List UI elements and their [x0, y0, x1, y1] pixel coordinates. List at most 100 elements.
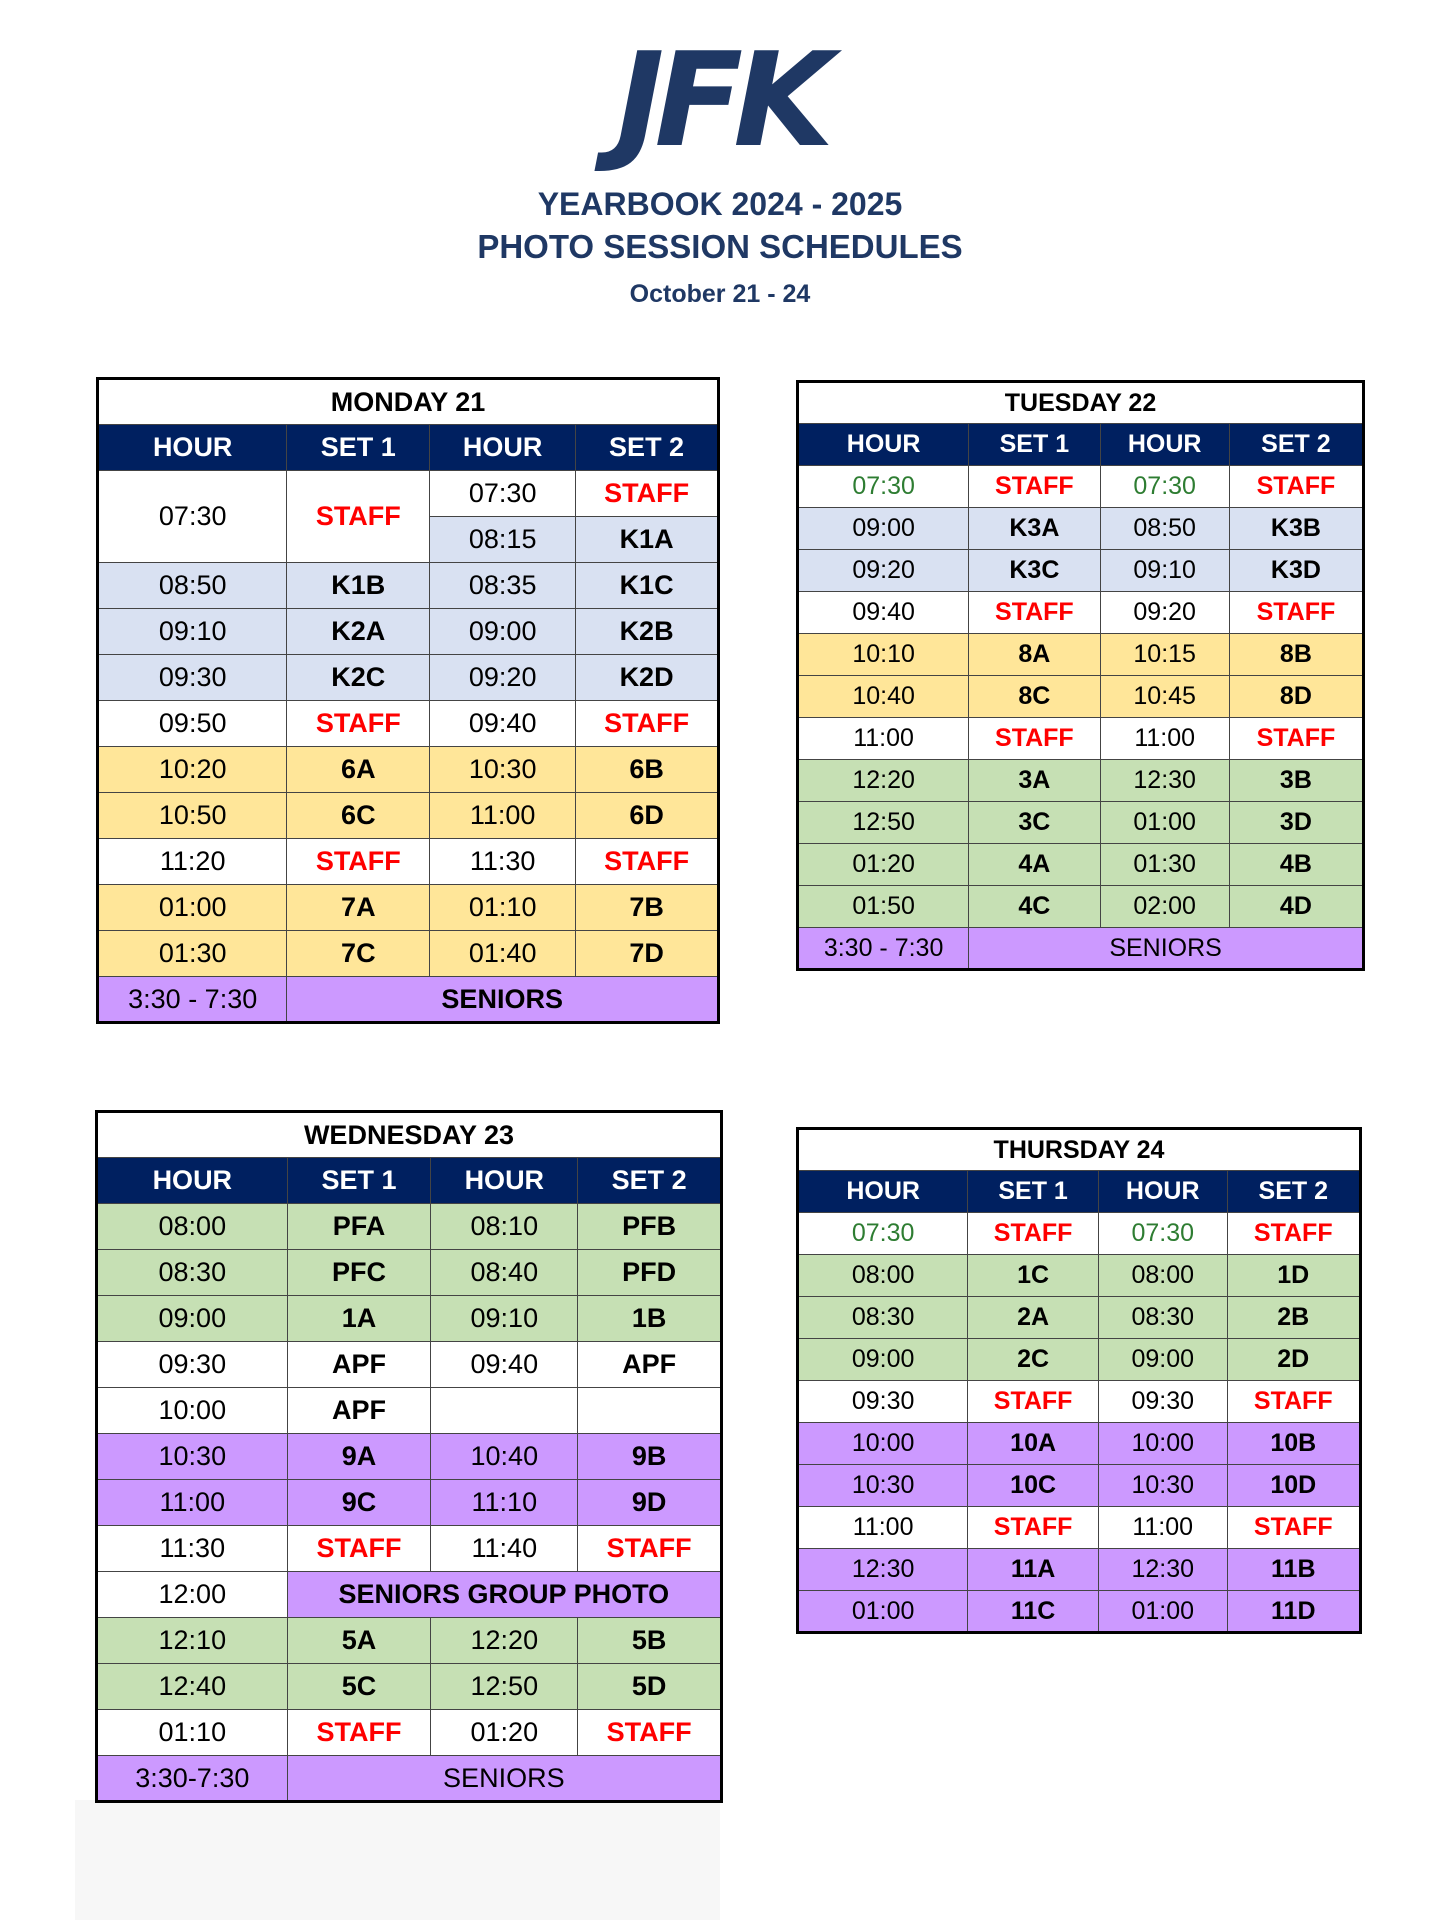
cell: 2C: [967, 1338, 1099, 1381]
cell: 3B: [1228, 759, 1365, 802]
cell: 4C: [968, 885, 1101, 928]
cell: 11:00: [1097, 1506, 1228, 1549]
row: 07:30 STAFF 07:30 STAFF: [796, 465, 1365, 508]
cell: 01:20: [796, 843, 970, 886]
cell: K2C: [286, 654, 431, 701]
cell: 11:00: [796, 1506, 969, 1549]
cell: APF: [286, 1341, 432, 1388]
cell: 2B: [1226, 1296, 1362, 1339]
row: 09:10 K2A 09:00 K2B: [96, 608, 719, 655]
cell: STAFF: [967, 1212, 1099, 1255]
column-header: HOUR: [429, 424, 577, 471]
cell: 10:30: [1097, 1464, 1228, 1507]
cell: 1B: [577, 1295, 722, 1342]
column-header: HOUR: [796, 1170, 969, 1213]
cell: 11:00: [796, 717, 970, 760]
cell: 09:20: [1099, 591, 1230, 634]
header-row: HOUR SET 1 HOUR SET 2: [96, 424, 719, 471]
column-header: SET 1: [286, 1157, 432, 1204]
row: 09:30 STAFF 09:30 STAFF: [796, 1380, 1362, 1423]
cell: STAFF: [968, 717, 1101, 760]
row: 10:40 8C 10:45 8D: [796, 675, 1365, 718]
cell: 10B: [1226, 1422, 1362, 1465]
cell: 08:00: [796, 1254, 969, 1297]
row: 10:20 6A 10:30 6B: [96, 746, 719, 793]
row: 08:00 PFA 08:10 PFB: [96, 1203, 722, 1250]
cell: STAFF: [967, 1380, 1099, 1423]
cell: 6A: [286, 746, 431, 793]
cell: PFB: [577, 1203, 722, 1250]
cell: 07:30: [796, 1212, 969, 1255]
cell: 08:50: [1099, 507, 1230, 550]
cell: APF: [286, 1387, 432, 1434]
cell: 10:10: [796, 633, 970, 676]
cell: 01:40: [429, 930, 577, 977]
cell: 07:30: [1097, 1212, 1228, 1255]
cell: 08:30: [1097, 1296, 1228, 1339]
cell: 09:20: [429, 654, 577, 701]
cell: 11:00: [429, 792, 577, 839]
cell: 08:40: [430, 1249, 579, 1296]
column-header: SET 2: [575, 424, 719, 471]
cell: STAFF: [1228, 717, 1365, 760]
cell: 12:30: [1099, 759, 1230, 802]
cell: STAFF: [286, 1709, 432, 1756]
cell: 10A: [967, 1422, 1099, 1465]
cell: 09:40: [430, 1341, 579, 1388]
schedule-table: WEDNESDAY 23 HOUR SET 1 HOUR SET 2 08:00 PFA 08…: [95, 1110, 723, 1803]
cell: 09:30: [96, 1341, 288, 1388]
cell: K3C: [968, 549, 1101, 592]
cell: STAFF: [1228, 465, 1365, 508]
cell: 09:30: [1097, 1380, 1228, 1423]
cell: 12:50: [796, 801, 970, 844]
column-header: SET 2: [1228, 423, 1365, 466]
row: 10:30 9A 10:40 9B: [96, 1433, 722, 1480]
row: 11:00 STAFF 11:00 STAFF: [796, 1506, 1362, 1549]
cell: 11C: [967, 1590, 1099, 1633]
cell: 12:00: [96, 1571, 288, 1618]
header-row: HOUR SET 1 HOUR SET 2: [796, 423, 1365, 466]
row: 12:40 5C 12:50 5D: [96, 1663, 722, 1710]
cell: 11:30: [96, 1525, 288, 1572]
background-shade: [75, 1800, 720, 1920]
table-title: TUESDAY 22: [797, 381, 1364, 424]
column-header: HOUR: [796, 423, 970, 466]
column-header: SET 1: [286, 424, 431, 471]
row: 3:30-7:30 SENIORS: [96, 1755, 723, 1802]
cell: 10:20: [96, 746, 288, 793]
row: 3:30 - 7:30 SENIORS: [96, 976, 719, 1023]
cell: 3C: [968, 801, 1101, 844]
cell: 8A: [968, 633, 1101, 676]
row: 09:20 K3C 09:10 K3D: [796, 549, 1365, 592]
logo: JFK: [616, 24, 834, 176]
column-header: HOUR: [430, 1157, 579, 1204]
cell: 1D: [1226, 1254, 1362, 1297]
cell: 11:10: [430, 1479, 579, 1526]
table-title: THURSDAY 24: [797, 1128, 1361, 1171]
schedule-table: MONDAY 21 HOUR SET 1 HOUR SET 2 07:30 STAFF 07:…: [96, 377, 720, 1024]
row: 09:30 K2C 09:20 K2D: [96, 654, 719, 701]
cell: 1A: [286, 1295, 432, 1342]
cell: 10:45: [1099, 675, 1230, 718]
row: 11:30 STAFF 11:40 STAFF: [96, 1525, 722, 1572]
cell: 10:30: [796, 1464, 969, 1507]
column-header: SET 1: [967, 1170, 1099, 1213]
cell: K2B: [575, 608, 719, 655]
cell: 01:50: [796, 885, 970, 928]
cell: 09:00: [796, 1338, 969, 1381]
column-header: SET 2: [577, 1157, 722, 1204]
cell: 7C: [286, 930, 431, 977]
cell: 11:00: [96, 1479, 288, 1526]
cell: 08:00: [1097, 1254, 1228, 1297]
cell: STAFF: [1226, 1212, 1362, 1255]
cell: 11A: [967, 1548, 1099, 1591]
cell: 08:30: [96, 1249, 288, 1296]
row: 11:00 9C 11:10 9D: [96, 1479, 722, 1526]
row: 10:00 10A 10:00 10B: [796, 1422, 1362, 1465]
cell: 10:40: [430, 1433, 579, 1480]
cell: STAFF: [575, 470, 719, 517]
cell: 8D: [1228, 675, 1365, 718]
cell: K1C: [575, 562, 719, 609]
cell: 1C: [967, 1254, 1099, 1297]
